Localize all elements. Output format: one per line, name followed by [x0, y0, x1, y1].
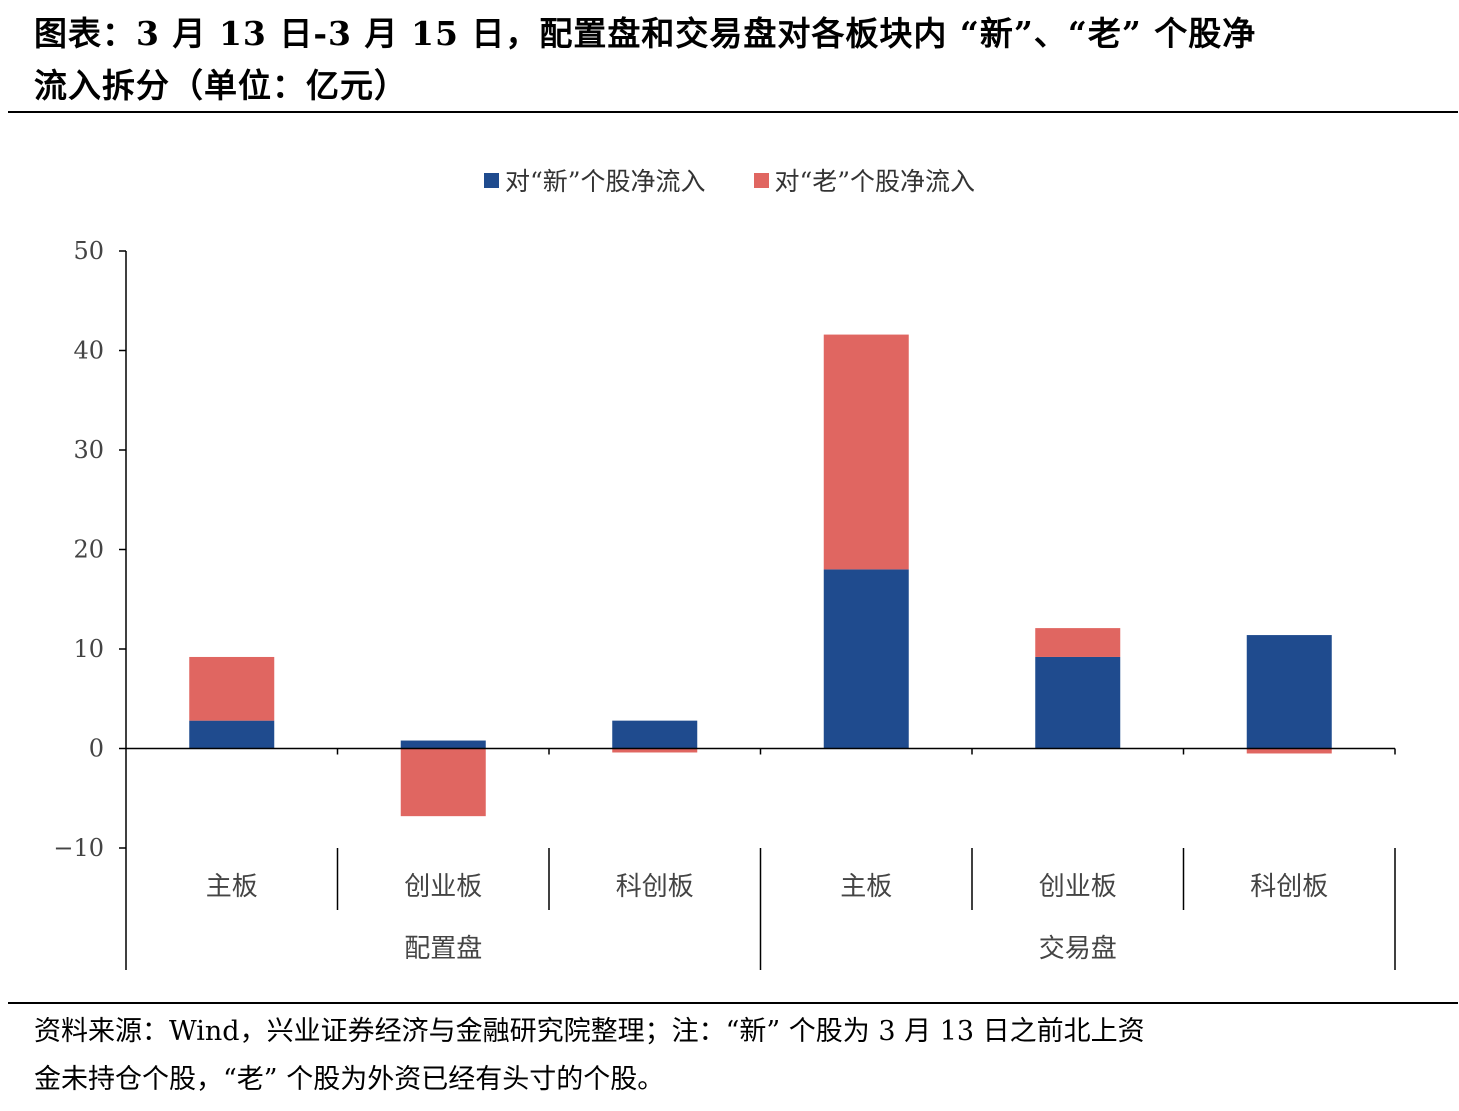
source-note: 资料来源：Wind，兴业证券经济与金融研究院整理；注：“新” 个股为 3 月 1…	[34, 1008, 1444, 1104]
bar-old-5	[1246, 748, 1332, 754]
y-tick-label: 0	[89, 735, 104, 763]
category-label: 主板	[206, 872, 258, 902]
bar-new-0	[189, 720, 275, 749]
group-label: 交易盘	[1039, 934, 1117, 964]
group-label: 配置盘	[404, 934, 482, 964]
legend-label-old: 对“老”个股净流入	[774, 167, 976, 196]
y-tick-label: 40	[73, 337, 104, 365]
legend-swatch-new	[483, 172, 499, 188]
title-line-1: 图表：3 月 13 日-3 月 15 日，配置盘和交易盘对各板块内 “新”、“老…	[34, 14, 1257, 53]
bar-new-2	[612, 720, 698, 749]
bar-old-0	[189, 656, 275, 721]
bar-new-5	[1246, 635, 1332, 749]
bar-old-3	[823, 334, 909, 570]
legend-item-new: 对“新”个股净流入	[483, 162, 706, 198]
category-label: 科创板	[1250, 872, 1328, 902]
bar-new-1	[400, 740, 486, 749]
category-label: 科创板	[616, 872, 694, 902]
y-tick-label: 20	[73, 536, 104, 564]
bar-old-1	[400, 748, 486, 817]
category-label: 创业板	[1039, 872, 1117, 902]
source-line-1: 资料来源：Wind，兴业证券经济与金融研究院整理；注：“新” 个股为 3 月 1…	[34, 1016, 1145, 1047]
chart-title: 图表：3 月 13 日-3 月 15 日，配置盘和交易盘对各板块内 “新”、“老…	[34, 8, 1444, 112]
title-divider	[8, 111, 1458, 113]
bar-new-3	[823, 569, 909, 749]
y-tick-label: 50	[73, 237, 104, 265]
category-label: 主板	[840, 872, 892, 902]
source-line-2: 金未持仓个股，“老” 个股为外资已经有头寸的个股。	[34, 1064, 665, 1095]
bar-old-2	[612, 748, 698, 753]
legend-label-new: 对“新”个股净流入	[504, 167, 706, 196]
y-tick-label: 30	[73, 436, 104, 464]
bar-new-4	[1035, 656, 1121, 749]
y-tick-label: 10	[73, 635, 104, 663]
legend: 对“新”个股净流入 对“老”个股净流入	[0, 162, 1459, 198]
category-label: 创业板	[404, 872, 482, 902]
y-tick-label: −10	[53, 834, 104, 862]
legend-swatch-old	[753, 172, 769, 188]
footer-divider	[8, 1002, 1458, 1004]
title-line-2: 流入拆分（单位：亿元）	[34, 66, 408, 105]
legend-item-old: 对“老”个股净流入	[753, 162, 976, 198]
bar-old-4	[1035, 628, 1121, 657]
